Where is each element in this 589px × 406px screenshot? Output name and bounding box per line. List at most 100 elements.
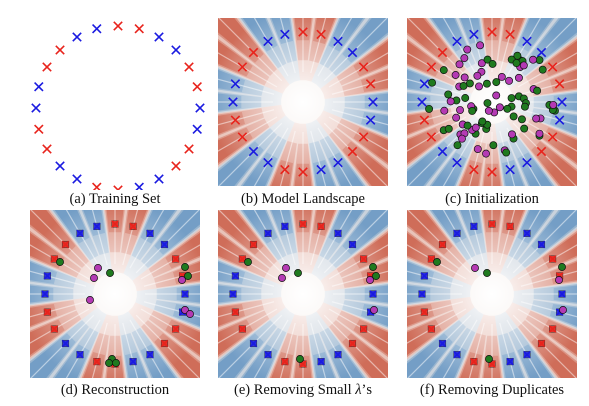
training-set-plot: [31, 21, 205, 190]
panel-model-landscape: [218, 18, 388, 186]
candidate-point-67: [517, 115, 526, 124]
panel-reconstruction: [30, 210, 200, 378]
train-point-6: [195, 103, 205, 113]
train-point-19: [419, 79, 430, 89]
train-point-9: [171, 161, 181, 171]
train-point-3: [536, 47, 547, 58]
candidate-point-54: [460, 73, 469, 82]
candidate-point-78: [488, 60, 497, 68]
extra-point-5: [372, 272, 380, 280]
train-point-23: [280, 29, 290, 40]
train-point-5: [365, 79, 376, 89]
train-point-14: [453, 350, 461, 359]
train-point-20: [42, 62, 52, 72]
extra-point-11: [105, 359, 113, 367]
extra-point-3: [278, 274, 286, 282]
extra-point-3: [558, 263, 566, 271]
candidate-point-29: [497, 72, 506, 81]
candidate-point-77: [514, 73, 523, 82]
candidate-point-36: [535, 129, 544, 138]
candidate-point-81: [478, 117, 487, 126]
train-point-6: [368, 97, 378, 107]
train-point-4: [359, 255, 368, 263]
train-point-9: [160, 339, 169, 348]
train-point-13: [92, 182, 102, 190]
caption-e-prefix: (e) Removing Small: [234, 382, 356, 398]
train-point-17: [419, 115, 430, 125]
train-point-7: [365, 115, 376, 125]
candidate-point-59: [503, 104, 512, 113]
train-point-10: [146, 350, 154, 359]
train-point-23: [93, 222, 101, 231]
candidate-point-14: [444, 124, 453, 133]
candidate-point-65: [509, 112, 518, 121]
train-point-8: [184, 144, 194, 154]
candidate-point-50: [440, 106, 449, 115]
candidate-point-28: [460, 54, 469, 63]
candidate-point-40: [473, 145, 482, 153]
caption-a: (a) Training Set: [69, 191, 161, 207]
candidate-point-68: [463, 121, 472, 130]
train-point-11: [505, 164, 515, 175]
candidate-point-38: [456, 106, 464, 114]
train-point-19: [230, 79, 241, 89]
panel-initialization: [407, 18, 577, 186]
extra-point-0: [56, 258, 64, 266]
train-point-21: [438, 240, 447, 249]
model-landscape-plot: [218, 18, 388, 186]
train-point-14: [76, 350, 84, 359]
candidate-point-43: [507, 94, 516, 103]
train-point-18: [418, 290, 426, 298]
caption-d: (d) Reconstruction: [60, 382, 170, 398]
train-point-22: [452, 36, 462, 47]
extra-point-2: [106, 269, 114, 277]
extra-point-5: [184, 272, 192, 280]
train-point-17: [231, 308, 240, 316]
train-point-19: [420, 272, 429, 280]
train-point-23: [470, 222, 478, 231]
train-point-8: [171, 325, 180, 333]
train-point-23: [92, 24, 102, 34]
extra-point-0: [244, 258, 252, 266]
train-point-13: [93, 357, 101, 366]
candidate-point-76: [508, 130, 516, 139]
train-point-9: [536, 146, 547, 157]
train-point-16: [237, 132, 248, 142]
candidate-point-66: [512, 59, 521, 67]
train-point-22: [76, 229, 84, 238]
train-point-10: [522, 157, 532, 168]
panel-removing-small-lambdas: [218, 210, 388, 378]
train-point-6: [369, 290, 377, 298]
train-point-6: [557, 97, 567, 107]
train-point-1: [317, 222, 325, 231]
extra-point-4: [555, 276, 563, 284]
landscape-background: [218, 18, 388, 186]
train-point-6: [181, 290, 189, 298]
train-point-12: [298, 167, 308, 177]
candidate-point-70: [452, 113, 461, 122]
candidate-point-89: [483, 99, 492, 107]
caption-e-suffix: ’s: [361, 382, 372, 398]
train-point-13: [280, 164, 290, 175]
extra-point-6: [485, 355, 493, 363]
train-point-0: [113, 21, 123, 31]
train-point-14: [264, 350, 272, 359]
train-point-3: [171, 45, 181, 55]
train-point-18: [31, 103, 41, 113]
candidate-point-73: [463, 45, 472, 54]
train-point-4: [548, 255, 557, 263]
removing-small-lambdas-plot: [218, 210, 388, 378]
extra-point-8: [296, 355, 304, 363]
train-point-1: [316, 29, 326, 40]
train-point-8: [547, 132, 558, 142]
candidate-point-44: [533, 86, 542, 95]
train-point-15: [55, 161, 65, 171]
train-point-19: [231, 272, 240, 280]
train-point-1: [129, 222, 137, 231]
train-point-23: [281, 222, 289, 231]
candidate-point-16: [482, 79, 491, 88]
train-point-20: [237, 62, 248, 72]
train-point-3: [160, 240, 169, 249]
train-point-2: [154, 32, 164, 42]
train-point-5: [554, 79, 565, 89]
